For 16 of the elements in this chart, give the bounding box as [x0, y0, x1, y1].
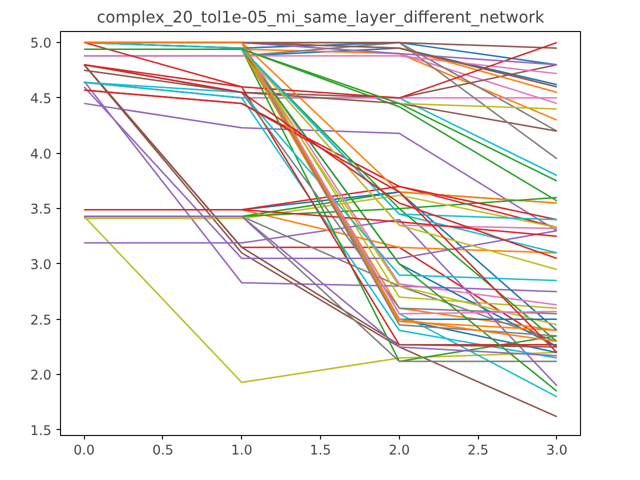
y-tick-label: 5.0 — [30, 36, 52, 52]
x-tick-label: 0.0 — [74, 444, 95, 458]
y-tick-label: 1.5 — [30, 424, 52, 439]
x-tick-label: 3.0 — [546, 444, 568, 458]
chart-title: complex_20_tol1e-05_mi_same_layer_different_network — [96, 8, 545, 26]
y-tick-label: 2.5 — [30, 313, 52, 328]
y-tick-label: 2.0 — [30, 368, 52, 384]
y-tick-label: 4.5 — [30, 92, 52, 107]
x-tick-label: 1.5 — [310, 444, 332, 458]
x-tick-label: 1.0 — [231, 444, 252, 458]
y-tick-label: 4.0 — [30, 147, 52, 162]
x-tick-label: 2.5 — [467, 444, 489, 458]
y-tick-label: 3.5 — [30, 202, 52, 218]
x-tick-label: 2.0 — [388, 444, 410, 458]
y-tick-label: 3.0 — [30, 258, 52, 273]
x-tick-label: 0.5 — [152, 444, 174, 458]
